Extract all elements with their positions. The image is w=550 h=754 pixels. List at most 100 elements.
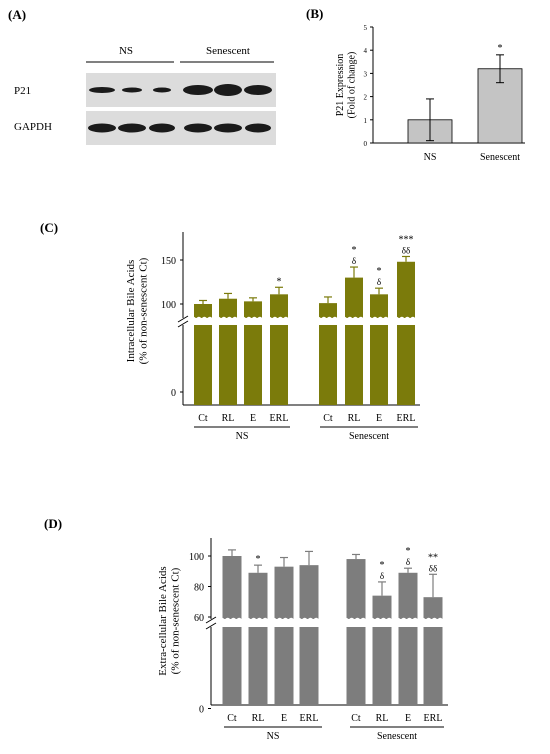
blot-group-label-senescent: Senescent — [206, 45, 250, 57]
blot-bands — [88, 84, 272, 133]
c-x-tick-label: RL — [348, 413, 361, 424]
d-bar-upper — [372, 595, 392, 619]
b-y-tick-label: 2 — [364, 94, 368, 102]
d-bar-upper — [346, 559, 366, 619]
d-bar-lower — [248, 627, 268, 705]
b-y-tick-label: 4 — [364, 47, 368, 55]
d-axis-break-mark — [205, 622, 217, 630]
blot-band-p21 — [183, 85, 213, 95]
c-bar-upper — [319, 303, 337, 318]
d-bar-break-edge — [296, 617, 322, 622]
d-bar-lower — [346, 627, 366, 705]
blot-band-gapdh — [184, 123, 212, 133]
c-bar-break-edge — [241, 316, 265, 321]
d-significance-delta: δ — [406, 557, 410, 567]
panel-b: (B) 0 1 2 3 4 5 NS * Senescent P21 Expression(Fol… — [306, 6, 525, 163]
d-bar-upper — [274, 566, 294, 619]
d-x-tick-label: RL — [252, 713, 265, 724]
d-x-tick-label: Ct — [227, 713, 237, 724]
blot-band-gapdh — [149, 123, 175, 133]
d-bar-upper — [423, 597, 443, 619]
blot-band-p21 — [89, 87, 115, 93]
d-bar-break-edge — [271, 617, 297, 622]
c-group-label: Senescent — [349, 431, 389, 442]
d-x-tick-label: RL — [376, 713, 389, 724]
c-bar-break-edge — [267, 316, 291, 321]
d-bar-upper — [248, 572, 268, 619]
c-x-tick-label: Ct — [198, 413, 208, 424]
c-significance-delta: δ — [352, 256, 356, 266]
d-bar-lower — [423, 627, 443, 705]
c-bar-lower — [270, 325, 288, 405]
blot-band-p21 — [122, 87, 142, 93]
blot-band-p21 — [153, 87, 171, 93]
c-bar-lower — [345, 325, 363, 405]
c-bar-upper — [194, 304, 212, 318]
b-y-tick-label: 3 — [364, 70, 368, 78]
c-bar-break-edge — [316, 316, 340, 321]
d-significance-delta: δδ — [429, 563, 437, 573]
d-axis-break-mark — [205, 616, 217, 624]
c-bar-lower — [370, 325, 388, 405]
c-bar-lower — [194, 325, 212, 405]
b-x-tick-label: NS — [424, 152, 437, 163]
b-significance: * — [498, 43, 503, 54]
d-y-axis-label: Extra-cellular Bile Acids(% of non-senes… — [157, 566, 182, 675]
c-y-tick-label: 100 — [161, 300, 176, 311]
c-axis-break-mark — [177, 320, 189, 328]
c-y-axis-label: Intracellular Bile Acids(% of non-senesc… — [125, 257, 150, 364]
c-bar-break-edge — [216, 316, 240, 321]
blot-band-gapdh — [245, 123, 271, 133]
blot-band-gapdh — [214, 123, 242, 133]
d-significance-star: * — [406, 546, 411, 557]
d-bar-upper — [222, 556, 242, 619]
c-significance-star: *** — [399, 234, 414, 245]
d-x-tick-label: Ct — [351, 713, 361, 724]
blot-band-gapdh — [88, 123, 116, 133]
blot-band-gapdh — [118, 123, 146, 133]
c-bar-upper — [219, 298, 237, 318]
c-significance-star: * — [277, 276, 282, 287]
d-bar-lower — [372, 627, 392, 705]
d-bar-break-edge — [420, 617, 446, 622]
d-significance-star: ** — [428, 552, 438, 563]
b-y-axis-label: P21 Expression(Fold of change) — [335, 52, 358, 119]
c-significance-delta: δδ — [402, 245, 410, 255]
blot-strip-gapdh — [86, 111, 276, 145]
d-bar-break-edge — [369, 617, 395, 622]
d-x-tick-label: E — [281, 713, 287, 724]
c-group-label: NS — [236, 431, 249, 442]
c-bar-upper — [370, 294, 388, 318]
c-bar-upper — [270, 294, 288, 318]
d-y-tick-label: 80 — [194, 583, 204, 594]
chart-b: 0 1 2 3 4 5 NS * Senescent P21 Expression(Fold of… — [335, 24, 525, 163]
d-group-label: Senescent — [377, 731, 417, 742]
c-x-tick-label: ERL — [270, 413, 289, 424]
b-y-tick-label: 5 — [364, 24, 368, 32]
c-bar-lower — [397, 325, 415, 405]
blot-group-label-ns: NS — [119, 45, 133, 57]
c-significance-delta: δ — [377, 277, 381, 287]
c-significance-star: * — [352, 245, 357, 256]
c-bar-break-edge — [342, 316, 366, 321]
blot-band-p21 — [214, 84, 242, 96]
c-bar-break-edge — [394, 316, 418, 321]
panel-c-label: (C) — [40, 220, 58, 235]
d-x-tick-label: ERL — [300, 713, 319, 724]
c-bar-upper — [397, 261, 415, 318]
d-significance-star: * — [256, 554, 261, 565]
blot-band-p21 — [244, 85, 272, 95]
d-bar-break-edge — [395, 617, 421, 622]
blot-row-label-gapdh: GAPDH — [14, 121, 52, 133]
d-bar-lower — [299, 627, 319, 705]
c-bar-lower — [244, 325, 262, 405]
panel-a-label: (A) — [8, 7, 26, 22]
d-group-label: NS — [267, 731, 280, 742]
c-axis-break-mark — [177, 315, 189, 323]
c-bar-lower — [219, 325, 237, 405]
d-y-tick-label: 0 — [199, 705, 204, 716]
d-significance-delta: δ — [380, 571, 384, 581]
c-y-tick-label: 0 — [171, 388, 176, 399]
